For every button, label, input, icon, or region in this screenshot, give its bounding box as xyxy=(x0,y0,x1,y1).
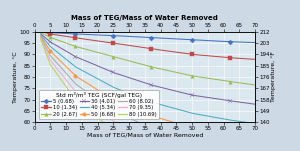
X-axis label: Mass of TEG/Mass of Water Removed: Mass of TEG/Mass of Water Removed xyxy=(71,15,218,21)
Y-axis label: Temperature, °F: Temperature, °F xyxy=(271,52,276,102)
X-axis label: Mass of TEG/Mass of Water Removed: Mass of TEG/Mass of Water Removed xyxy=(87,133,203,138)
Y-axis label: Temperature, °C: Temperature, °C xyxy=(14,51,18,103)
Legend: 5 (0.68), 10 (1.34), 20 (2.67), 30 (4.01), 40 (5.34), 50 (6.68), 60 (8.02), 70 (: 5 (0.68), 10 (1.34), 20 (2.67), 30 (4.01… xyxy=(39,90,159,119)
